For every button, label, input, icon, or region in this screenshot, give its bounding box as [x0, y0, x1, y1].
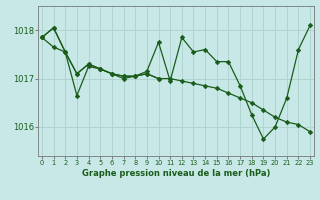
X-axis label: Graphe pression niveau de la mer (hPa): Graphe pression niveau de la mer (hPa) — [82, 169, 270, 178]
